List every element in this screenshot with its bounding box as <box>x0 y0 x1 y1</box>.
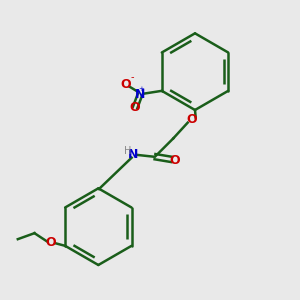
Text: N: N <box>128 148 139 161</box>
Text: O: O <box>170 154 180 166</box>
Text: O: O <box>130 101 140 114</box>
Text: O: O <box>121 78 131 91</box>
Text: -: - <box>130 73 134 82</box>
Text: +: + <box>139 86 144 92</box>
Text: N: N <box>135 88 145 101</box>
Text: O: O <box>186 113 197 127</box>
Text: H: H <box>124 146 131 156</box>
Text: O: O <box>46 236 56 249</box>
